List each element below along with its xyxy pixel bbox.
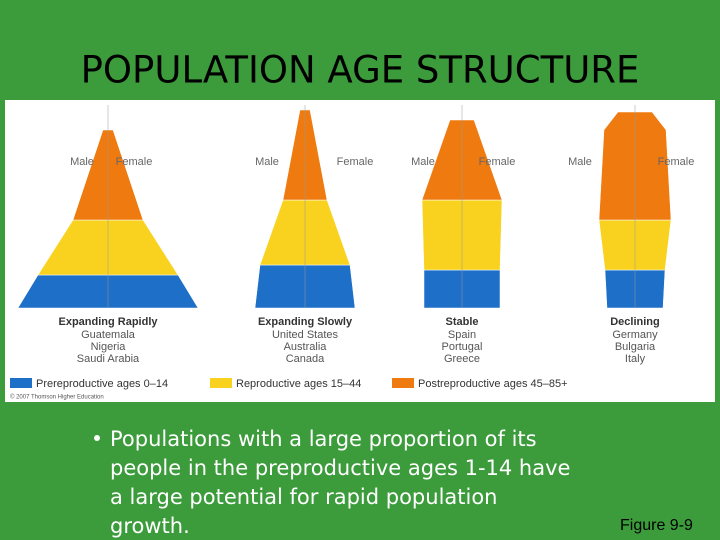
legend-label: Prereproductive ages 0–14 xyxy=(36,378,168,390)
pyramid-label: Declining xyxy=(610,316,660,328)
female-label: Female xyxy=(116,156,153,168)
male-label: Male xyxy=(255,156,279,168)
male-label: Male xyxy=(411,156,435,168)
credit: © 2007 Thomson Higher Education xyxy=(10,394,104,401)
figure-label: Figure 9-9 xyxy=(620,517,693,534)
legend-swatch xyxy=(392,378,414,388)
bullet-text: Populations with a large proportion of i… xyxy=(110,427,570,538)
bullet-line: growth. xyxy=(110,514,190,538)
country: Spain xyxy=(448,329,476,341)
bullet xyxy=(94,435,100,441)
country: Australia xyxy=(284,341,328,353)
legend-label: Postreproductive ages 45–85+ xyxy=(418,378,568,390)
country: Guatemala xyxy=(81,329,136,341)
country: Portugal xyxy=(442,341,483,353)
figure-labels: Male Female Expanding RapidlyGuatemalaNige… xyxy=(36,156,694,390)
country: Saudi Arabia xyxy=(77,353,140,365)
country: Greece xyxy=(444,353,480,365)
bullet-line: people in the preproductive ages 1-14 ha… xyxy=(110,456,570,480)
legend-label: Reproductive ages 15–44 xyxy=(236,378,361,390)
pyramid-label: Expanding Slowly xyxy=(258,316,353,328)
pyramid-label: Expanding Rapidly xyxy=(58,316,158,328)
country: United States xyxy=(272,329,339,341)
pyramid-label: Stable xyxy=(445,316,478,328)
bullet-line: a large potential for rapid population xyxy=(110,485,498,509)
country: Germany xyxy=(612,329,658,341)
legend-swatch xyxy=(10,378,32,388)
female-label: Female xyxy=(479,156,516,168)
bullet-line: Populations with a large proportion of i… xyxy=(110,427,537,451)
country: Italy xyxy=(625,353,646,365)
country: Canada xyxy=(286,353,325,365)
female-label: Female xyxy=(658,156,695,168)
male-label: Male xyxy=(568,156,592,168)
male-label: Male xyxy=(70,156,94,168)
slide-title: POPULATION AGE STRUCTURE xyxy=(81,49,640,92)
legend-swatch xyxy=(210,378,232,388)
pyramids xyxy=(17,105,672,309)
country: Nigeria xyxy=(91,341,127,353)
female-label: Female xyxy=(337,156,374,168)
country: Bulgaria xyxy=(615,341,656,353)
